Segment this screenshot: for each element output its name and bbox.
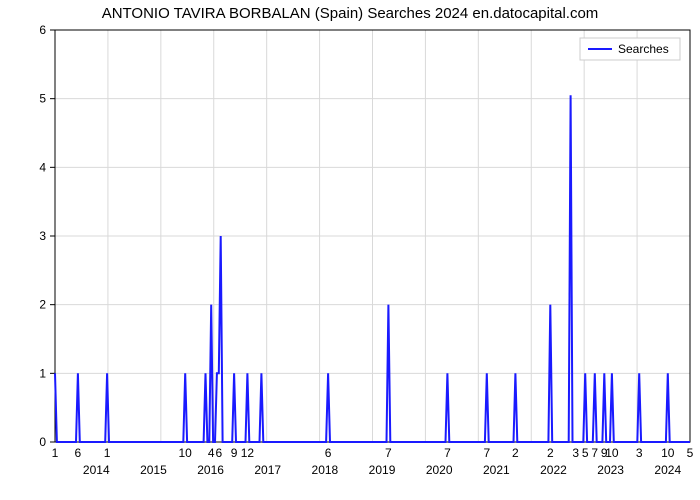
y-tick-label: 5: [39, 92, 46, 106]
x-tick-label: 6: [215, 446, 222, 460]
x-year-label: 2021: [483, 463, 510, 477]
x-year-label: 2019: [369, 463, 396, 477]
x-tick-label: 5: [582, 446, 589, 460]
x-tick-label: 7: [591, 446, 598, 460]
x-tick-label: 7: [444, 446, 451, 460]
x-tick-label: 7: [385, 446, 392, 460]
y-tick-label: 6: [39, 23, 46, 37]
x-tick-label: 6: [325, 446, 332, 460]
x-tick-label: 3: [636, 446, 643, 460]
x-tick-label: 1: [52, 446, 59, 460]
x-year-label: 2015: [140, 463, 167, 477]
search-chart: 0123456161104691267772235791031052014201…: [0, 0, 700, 500]
x-tick-label: 6: [75, 446, 82, 460]
x-year-label: 2023: [597, 463, 624, 477]
x-tick-label: 12: [241, 446, 255, 460]
x-tick-label: 10: [605, 446, 619, 460]
x-tick-label: 1: [104, 446, 111, 460]
x-tick-label: 10: [178, 446, 192, 460]
x-tick-label: 3: [572, 446, 579, 460]
x-tick-label: 7: [483, 446, 490, 460]
x-year-label: 2022: [540, 463, 567, 477]
y-tick-label: 3: [39, 229, 46, 243]
x-year-label: 2017: [254, 463, 281, 477]
x-tick-label: 5: [687, 446, 694, 460]
x-year-label: 2020: [426, 463, 453, 477]
x-tick-label: 2: [547, 446, 554, 460]
legend-label: Searches: [618, 42, 669, 56]
x-year-label: 2024: [654, 463, 681, 477]
x-tick-label: 2: [512, 446, 519, 460]
x-tick-label: 9: [231, 446, 238, 460]
x-tick-label: 10: [661, 446, 675, 460]
x-year-label: 2014: [83, 463, 110, 477]
x-tick-label: 4: [208, 446, 215, 460]
x-year-label: 2016: [197, 463, 224, 477]
y-tick-label: 2: [39, 298, 46, 312]
y-tick-label: 4: [39, 160, 46, 174]
x-year-label: 2018: [312, 463, 339, 477]
chart-title: ANTONIO TAVIRA BORBALAN (Spain) Searches…: [102, 5, 599, 22]
y-tick-label: 1: [39, 366, 46, 380]
y-tick-label: 0: [39, 435, 46, 449]
